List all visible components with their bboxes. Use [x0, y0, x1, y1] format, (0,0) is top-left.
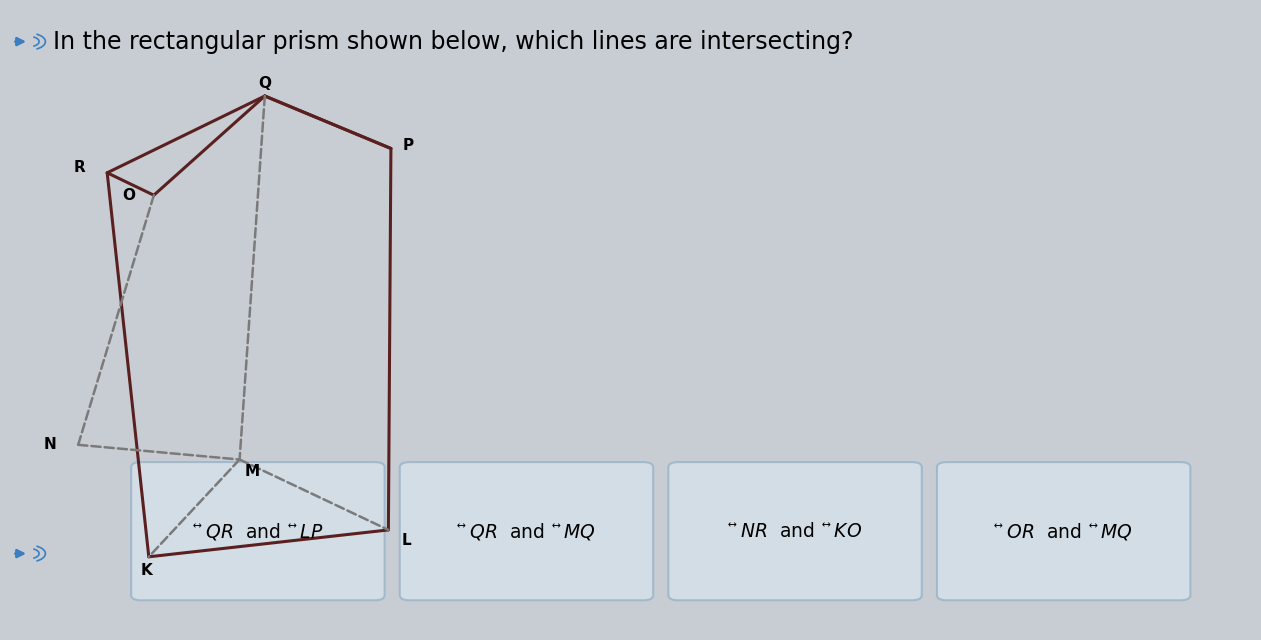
FancyBboxPatch shape — [668, 462, 922, 600]
Text: $\overleftrightarrow{OR}$  and  $\overleftrightarrow{MQ}$: $\overleftrightarrow{OR}$ and $\overleft… — [994, 521, 1134, 541]
Text: R: R — [73, 160, 86, 175]
Text: O: O — [122, 188, 135, 203]
Text: L: L — [401, 532, 411, 548]
FancyBboxPatch shape — [937, 462, 1190, 600]
Text: $\overleftrightarrow{NR}$  and  $\overleftrightarrow{KO}$: $\overleftrightarrow{NR}$ and $\overleft… — [728, 522, 863, 541]
FancyBboxPatch shape — [400, 462, 653, 600]
Text: Q: Q — [259, 76, 271, 91]
Text: P: P — [404, 138, 414, 153]
Text: $\overleftrightarrow{QR}$  and  $\overleftrightarrow{MQ}$: $\overleftrightarrow{QR}$ and $\overleft… — [456, 521, 596, 541]
FancyBboxPatch shape — [131, 462, 385, 600]
Text: M: M — [245, 463, 260, 479]
Text: K: K — [140, 563, 153, 579]
Text: N: N — [44, 437, 57, 452]
Text: $\overleftrightarrow{QR}$  and  $\overleftrightarrow{LP}$: $\overleftrightarrow{QR}$ and $\overleft… — [193, 521, 323, 541]
Text: In the rectangular prism shown below, which lines are intersecting?: In the rectangular prism shown below, wh… — [53, 29, 854, 54]
